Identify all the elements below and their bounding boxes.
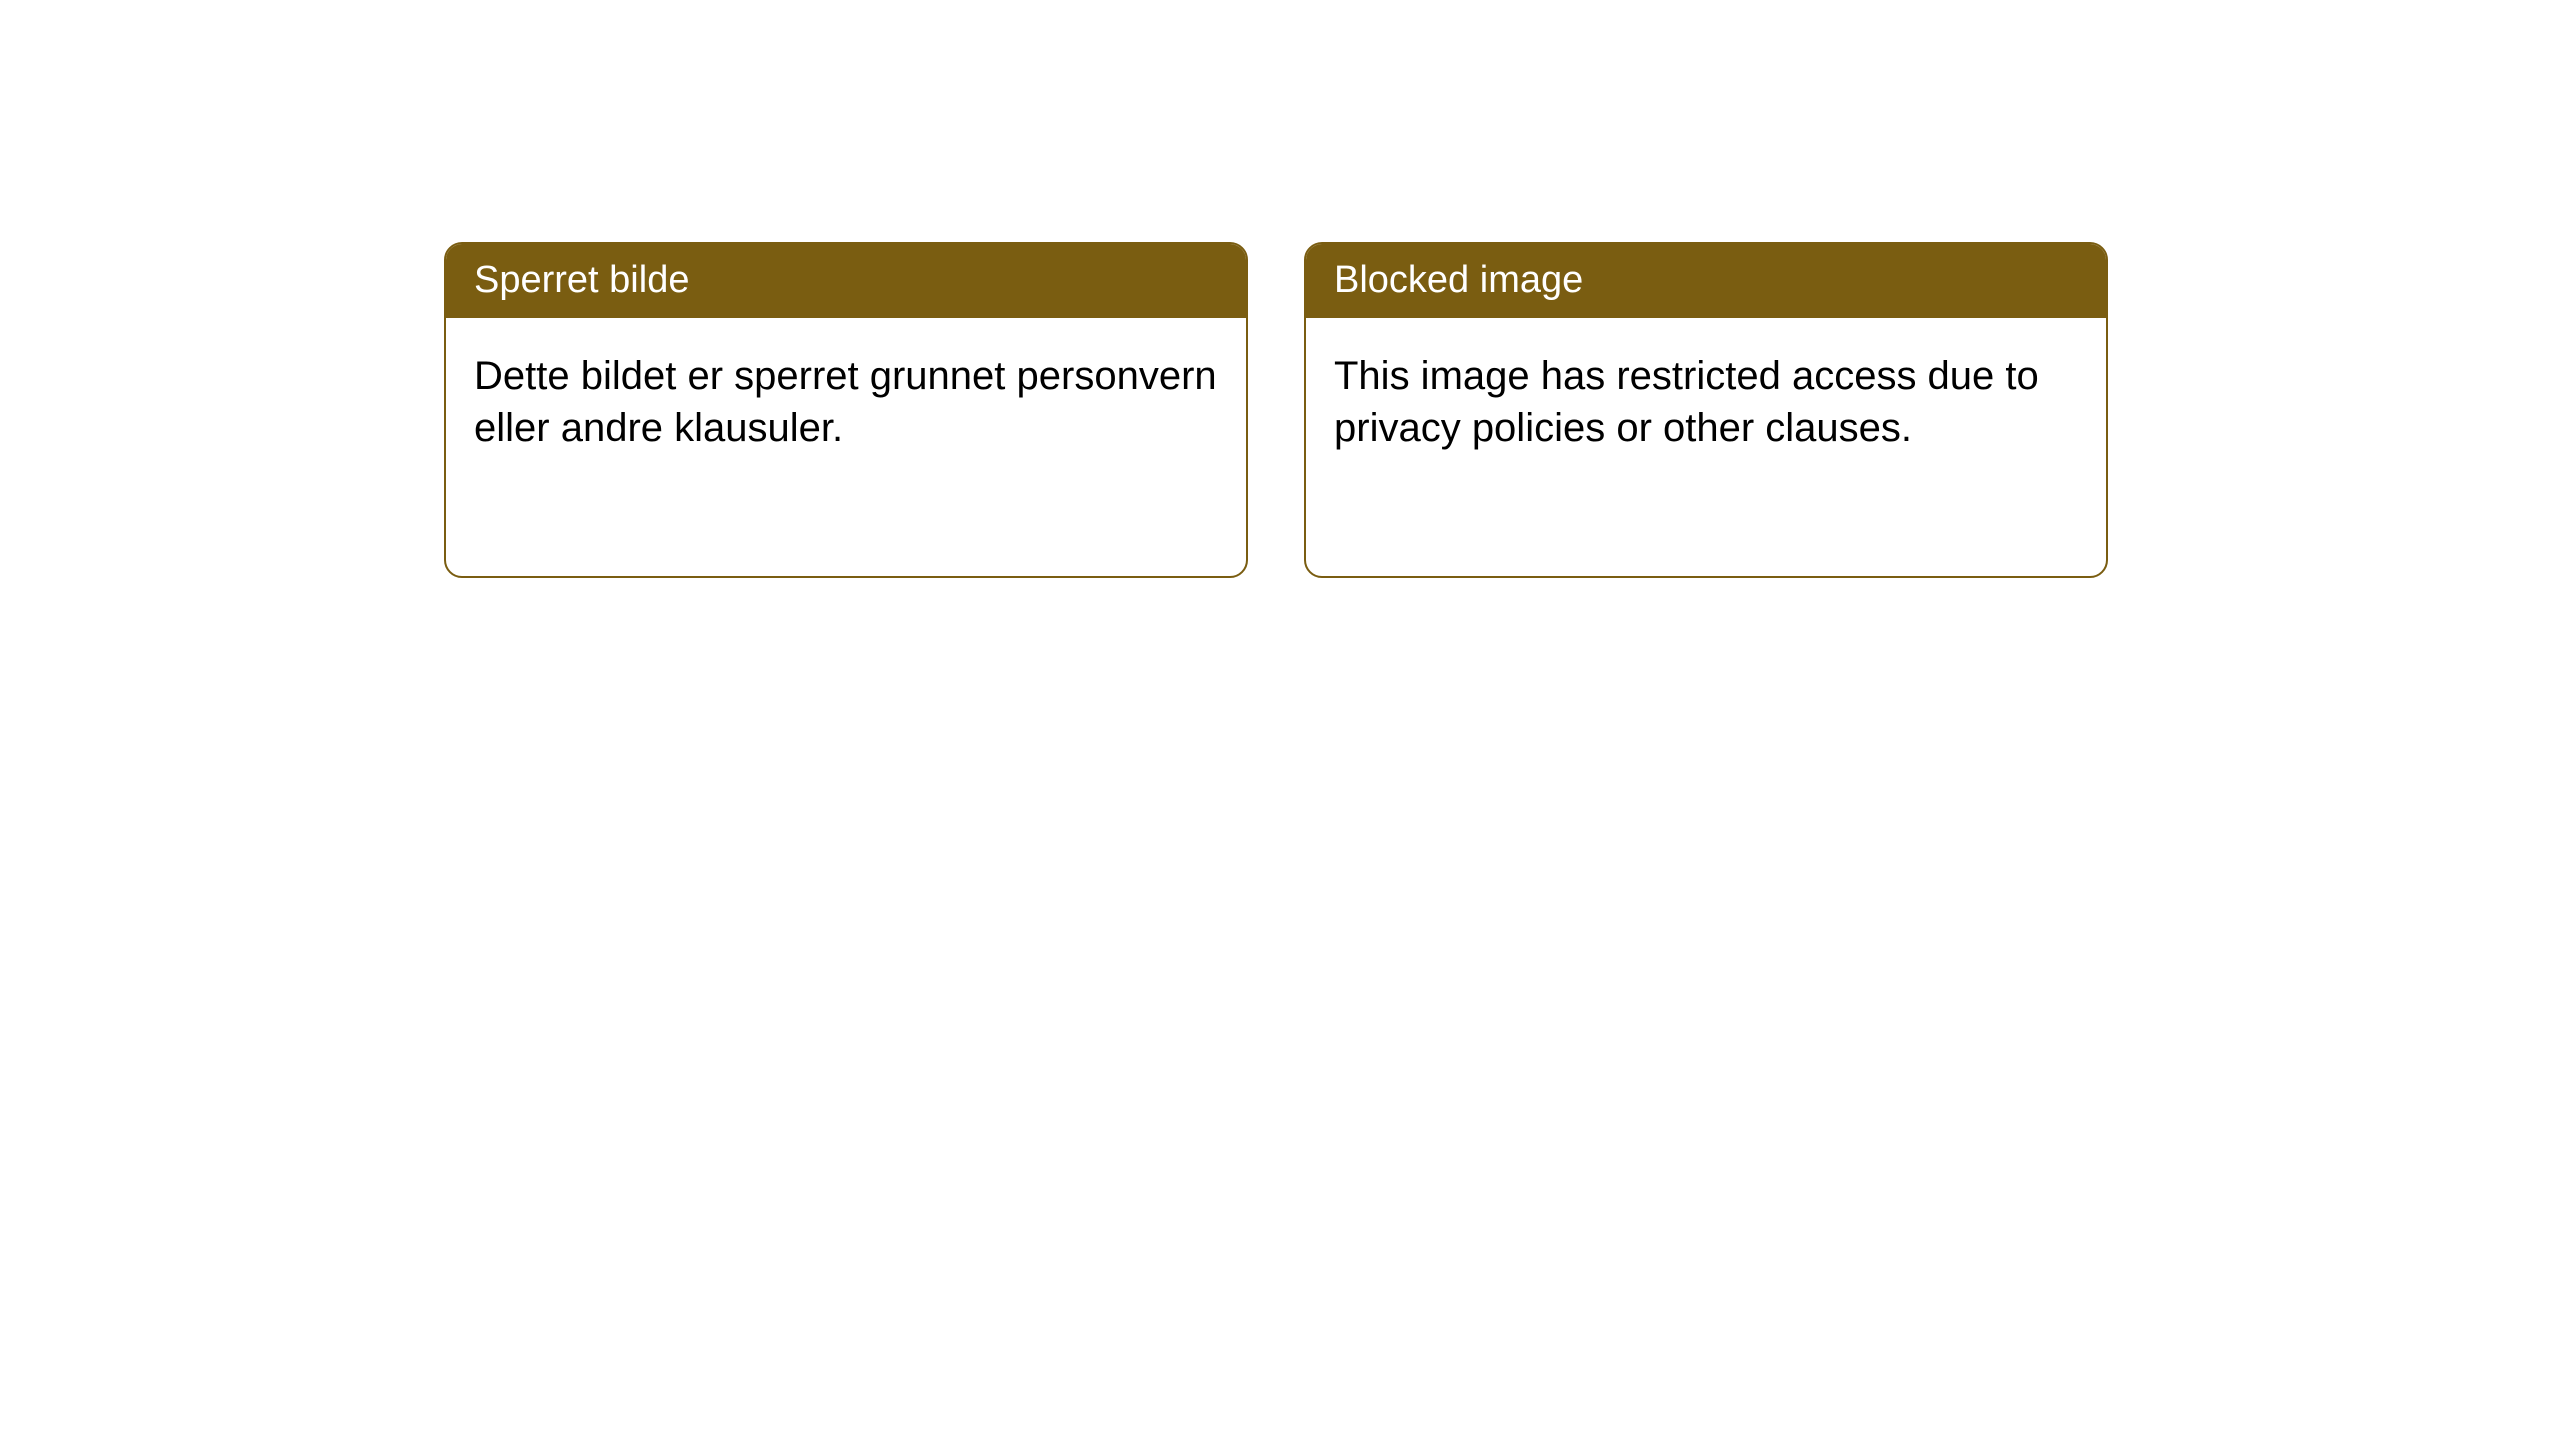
card-text-norwegian: Dette bildet er sperret grunnet personve… xyxy=(474,354,1217,450)
notice-container: Sperret bilde Dette bildet er sperret gr… xyxy=(444,242,2108,578)
blocked-image-card-norwegian: Sperret bilde Dette bildet er sperret gr… xyxy=(444,242,1248,578)
blocked-image-card-english: Blocked image This image has restricted … xyxy=(1304,242,2108,578)
card-header-norwegian: Sperret bilde xyxy=(446,244,1246,318)
card-title-norwegian: Sperret bilde xyxy=(474,259,689,301)
card-body-english: This image has restricted access due to … xyxy=(1306,318,2106,486)
card-body-norwegian: Dette bildet er sperret grunnet personve… xyxy=(446,318,1246,486)
card-header-english: Blocked image xyxy=(1306,244,2106,318)
card-text-english: This image has restricted access due to … xyxy=(1334,354,2039,450)
card-title-english: Blocked image xyxy=(1334,259,1583,301)
